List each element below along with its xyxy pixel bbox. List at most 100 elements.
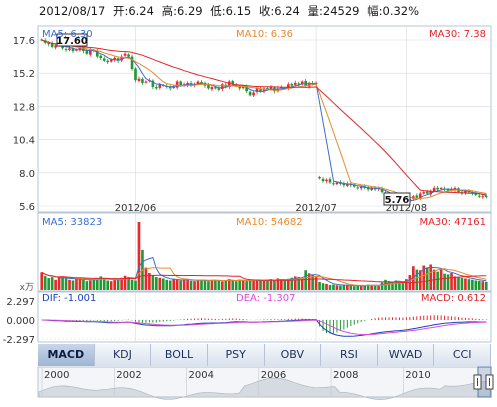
price-y-tick: 8.0 bbox=[19, 169, 35, 180]
price-panel: 17.615.212.810.48.05.6 2012/06 2012/07 201… bbox=[13, 25, 492, 214]
candle-body bbox=[106, 60, 110, 63]
low-marker-box bbox=[383, 192, 411, 206]
volume-bar bbox=[387, 281, 391, 290]
candle-body bbox=[276, 88, 280, 92]
tab-cci[interactable]: CCI bbox=[434, 344, 491, 366]
candle-body bbox=[54, 45, 57, 48]
candlestick bbox=[366, 185, 370, 192]
volume-bar bbox=[130, 279, 134, 290]
tab-psy[interactable]: PSY bbox=[207, 344, 265, 366]
volume-bar bbox=[394, 280, 398, 290]
candle-body bbox=[286, 84, 290, 89]
volume-bar bbox=[412, 266, 415, 290]
timeline-overview[interactable]: 2000 2002 2004 2006 2008 2010 bbox=[37, 366, 494, 400]
candle-body bbox=[217, 88, 221, 90]
candle-body bbox=[359, 186, 363, 189]
volume-bar bbox=[248, 280, 252, 290]
volume-bar bbox=[193, 281, 196, 290]
candlestick bbox=[221, 82, 224, 92]
timeline-year-label: 2004 bbox=[189, 370, 214, 381]
volume-ma-lines bbox=[41, 256, 487, 287]
candle-body bbox=[47, 42, 51, 45]
header-low-label: 低: bbox=[210, 4, 225, 18]
candlestick bbox=[137, 76, 141, 83]
volume-bar bbox=[429, 264, 433, 290]
candle-body bbox=[464, 190, 467, 193]
price-y-tick: 5.6 bbox=[19, 202, 35, 213]
tab-boll[interactable]: BOLL bbox=[151, 344, 208, 366]
candle-body bbox=[227, 81, 231, 88]
volume-bar bbox=[241, 280, 245, 290]
candle-body bbox=[144, 81, 148, 83]
candle-body bbox=[335, 182, 339, 185]
volume-bar bbox=[151, 275, 155, 290]
volume-bar bbox=[391, 281, 394, 290]
candlestick bbox=[352, 183, 356, 188]
candle-body bbox=[248, 91, 252, 96]
candlestick bbox=[123, 52, 127, 58]
candle-body bbox=[366, 187, 370, 190]
candlestick bbox=[332, 181, 335, 186]
volume-bar bbox=[47, 278, 51, 290]
volume-bar bbox=[339, 285, 342, 290]
header-change-label: 幅: bbox=[367, 4, 382, 18]
candle-body bbox=[75, 49, 78, 51]
tab-macd[interactable]: MACD bbox=[38, 344, 95, 366]
volume-bar bbox=[179, 280, 182, 290]
candle-body bbox=[116, 58, 120, 61]
candlestick bbox=[422, 191, 426, 195]
volume-bar bbox=[380, 282, 384, 290]
volume-bar bbox=[172, 279, 176, 290]
volume-bar bbox=[276, 278, 280, 290]
candlestick bbox=[50, 41, 54, 49]
header-open-label: 开: bbox=[113, 4, 128, 18]
volume-bar bbox=[460, 277, 464, 290]
volume-bar bbox=[290, 277, 294, 290]
candlestick bbox=[71, 46, 75, 54]
timeline-right-handle[interactable] bbox=[485, 374, 494, 390]
candlestick bbox=[64, 47, 68, 52]
candle-body bbox=[64, 49, 68, 51]
volume-bar bbox=[134, 280, 137, 290]
low-marker: 5.76 bbox=[383, 192, 411, 206]
volume-bar bbox=[214, 279, 217, 290]
volume-bar bbox=[311, 275, 314, 290]
candle-body bbox=[370, 188, 373, 190]
macd-grid bbox=[38, 292, 491, 342]
candlestick bbox=[54, 43, 57, 50]
volume-bar bbox=[61, 276, 64, 290]
volume-unit: x万 bbox=[20, 283, 34, 293]
volume-bar bbox=[102, 279, 106, 290]
volume-bar bbox=[144, 267, 148, 290]
candle-body bbox=[168, 86, 172, 89]
candle-body bbox=[89, 49, 92, 55]
price-grid bbox=[38, 26, 491, 212]
candlestick bbox=[217, 86, 221, 92]
candle-body bbox=[352, 184, 356, 187]
volume-bar bbox=[221, 281, 224, 290]
volume-bar bbox=[217, 280, 221, 290]
volume-bar bbox=[227, 279, 231, 290]
candle-body bbox=[78, 46, 82, 51]
tab-rsi[interactable]: RSI bbox=[321, 344, 378, 366]
volume-bar bbox=[346, 285, 349, 290]
candle-body bbox=[179, 81, 182, 86]
tab-obv[interactable]: OBV bbox=[264, 344, 322, 366]
candlestick bbox=[130, 54, 134, 71]
volume-bar bbox=[189, 280, 193, 290]
candle-body bbox=[109, 59, 113, 62]
volume-bar bbox=[481, 281, 485, 290]
tab-kdj[interactable]: KDJ bbox=[94, 344, 152, 366]
volume-bar bbox=[405, 279, 408, 290]
volume-ma30-label: MA30: 47161 bbox=[419, 217, 486, 228]
candlestick bbox=[477, 193, 481, 198]
candlestick bbox=[286, 82, 290, 91]
candle-body bbox=[134, 68, 137, 81]
candle-body bbox=[50, 43, 54, 47]
volume-bar bbox=[137, 222, 141, 290]
timeline-left-handle[interactable] bbox=[473, 374, 482, 390]
tab-wvad[interactable]: WVAD bbox=[377, 344, 435, 366]
candlestick bbox=[113, 56, 116, 62]
volume-bar bbox=[286, 278, 290, 290]
